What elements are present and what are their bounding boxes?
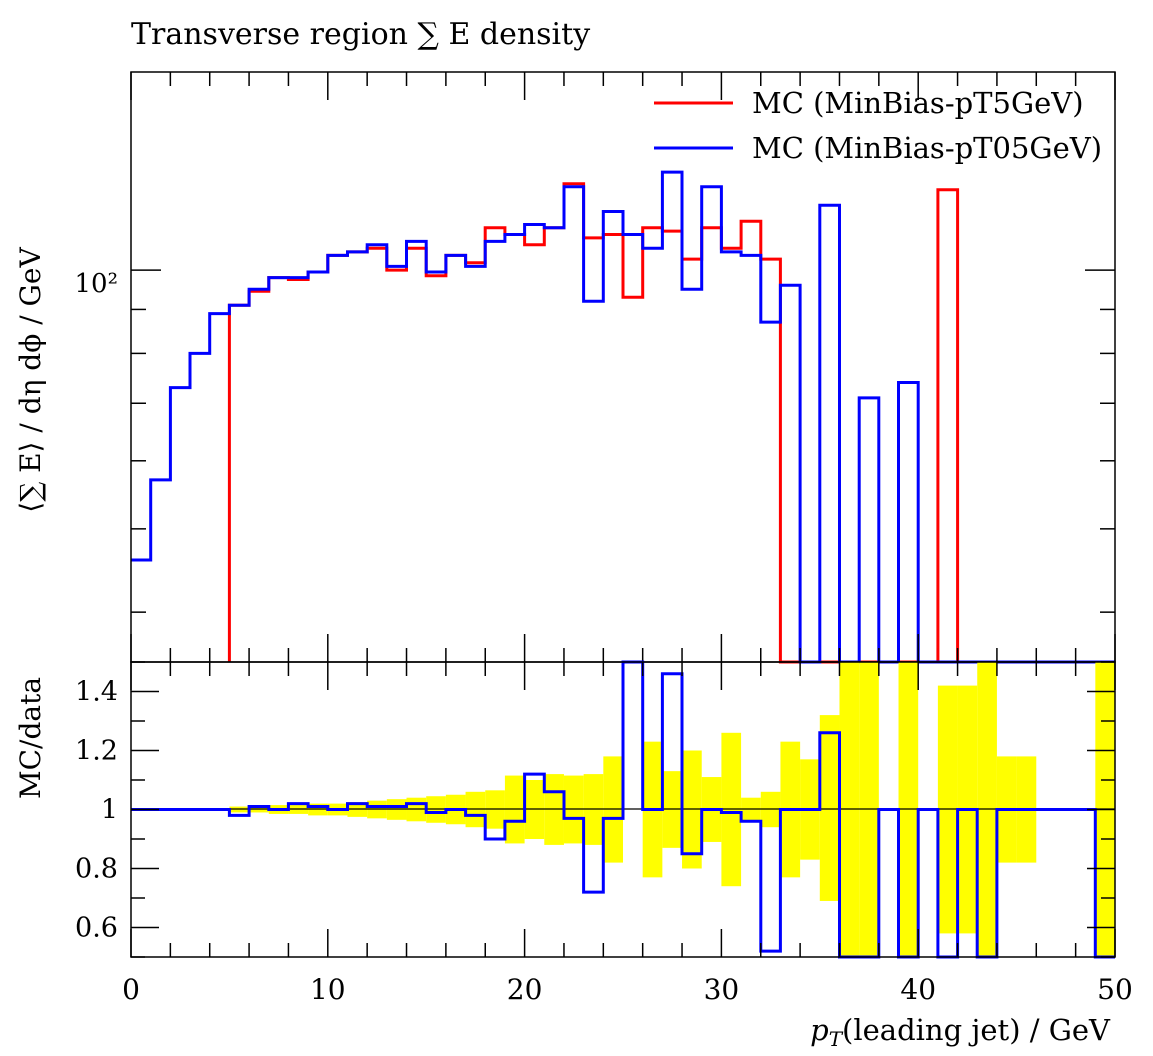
main-series-line-0	[227, 182, 1115, 664]
main-series-line-1	[131, 170, 1115, 664]
legend-label-blue: MC (MinBias-pT05GeV)	[752, 131, 1102, 165]
ratio-axes-group: 0.6 0.8 1 1.2 1.4 0 10 20 30 40 50	[75, 661, 1133, 1006]
main-axes-group	[130, 72, 1116, 662]
ratio-y-tick-label: 1	[101, 795, 118, 826]
ratio-plot-frame	[130, 661, 1116, 958]
ratio-series-line-0	[131, 660, 1115, 959]
ratio-y-tick-label: 0.8	[75, 854, 118, 885]
main-y-axis-label: ⟨∑ E⟩ / dη dϕ / GeV	[14, 247, 47, 513]
x-tick-label: 20	[507, 973, 543, 1006]
ratio-series-group	[131, 660, 1115, 959]
x-tick-label: 40	[900, 973, 936, 1006]
ratio-y-tick-label: 1.4	[75, 677, 118, 708]
x-tick-label: 10	[310, 973, 346, 1006]
legend-label-red: MC (MinBias-pT5GeV)	[752, 86, 1084, 120]
x-tick-label: 50	[1097, 973, 1133, 1006]
x-tick-label: 0	[122, 973, 140, 1006]
ratio-y-tick-label: 1.2	[75, 736, 118, 767]
chart-title: Transverse region ∑ E density	[131, 17, 590, 52]
ratio-y-tick-label: 0.6	[75, 913, 118, 944]
ratio-band-bin	[819, 715, 840, 901]
x-tick-label: 30	[704, 973, 740, 1006]
ratio-y-axis-label: MC/data	[14, 677, 47, 799]
y-tick-label-100: 10²	[74, 269, 118, 299]
legend: MC (MinBias-pT5GeV) MC (MinBias-pT05GeV)	[654, 86, 1102, 165]
main-series-group	[131, 170, 1115, 664]
x-axis-label: pT(leading jet) / GeV	[810, 1013, 1111, 1051]
